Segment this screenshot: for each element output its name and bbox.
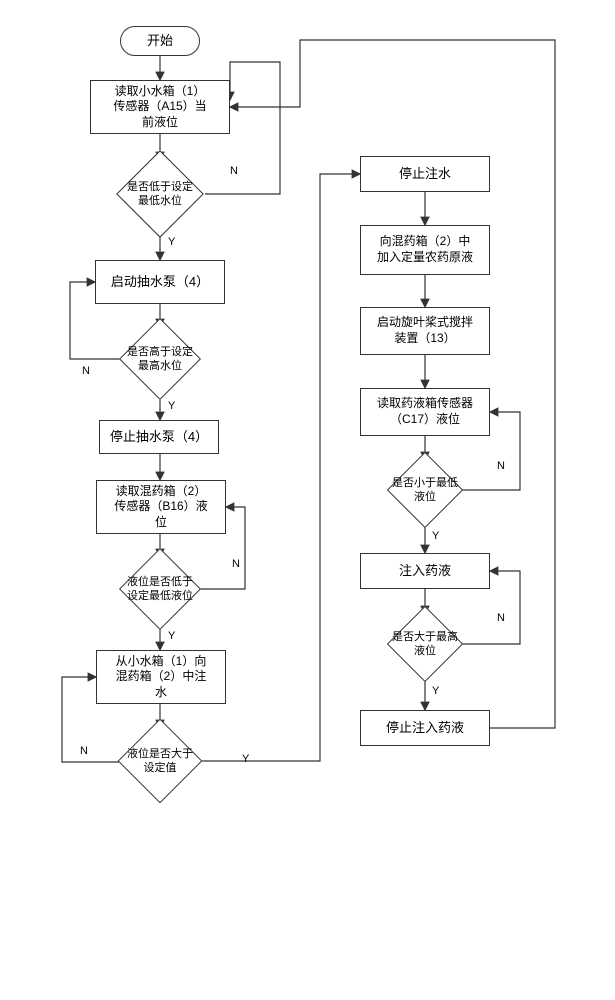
label: Y <box>168 236 175 248</box>
stopInj-loopback <box>230 40 555 728</box>
edge-n1: N <box>230 165 238 177</box>
edge-y1: Y <box>168 236 175 248</box>
label: 停止抽水泵（4） <box>110 429 208 446</box>
label: N <box>497 612 505 624</box>
label: N <box>232 558 240 570</box>
edge-n4: N <box>80 745 88 757</box>
label: 启动抽水泵（4） <box>111 274 209 291</box>
flow-arrows <box>0 0 615 1000</box>
decision-mix-below-min <box>119 548 201 630</box>
label: 读取药液箱传感器（C17）液位 <box>377 396 473 427</box>
edge-n3: N <box>232 558 240 570</box>
label: 启动旋叶桨式搅拌装置（13） <box>377 315 473 346</box>
inject-chemical: 注入药液 <box>360 553 490 589</box>
label: 从小水箱（1）向混药箱（2）中注水 <box>116 654 207 701</box>
decision-chem-below-min <box>387 452 463 528</box>
read-chem-tank-level: 读取药液箱传感器（C17）液位 <box>360 388 490 436</box>
start-stirrer: 启动旋叶桨式搅拌装置（13） <box>360 307 490 355</box>
start-terminator: 开始 <box>120 26 200 56</box>
label: Y <box>168 400 175 412</box>
fill-mix-tank: 从小水箱（1）向混药箱（2）中注水 <box>96 650 226 704</box>
start-label: 开始 <box>147 33 173 50</box>
label: 停止注水 <box>399 166 451 183</box>
label: N <box>230 165 238 177</box>
label: 停止注入药液 <box>386 720 464 737</box>
stop-inject: 停止注入药液 <box>360 710 490 746</box>
decision-above-set <box>118 719 203 804</box>
label: Y <box>432 685 439 697</box>
label: 注入药液 <box>399 563 451 580</box>
edge-n5: N <box>497 460 505 472</box>
stop-water-fill: 停止注水 <box>360 156 490 192</box>
edge-y2: Y <box>168 400 175 412</box>
label: 读取混药箱（2）传感器（B16）液位 <box>114 484 207 531</box>
edge-y5: Y <box>432 530 439 542</box>
stop-pump: 停止抽水泵（4） <box>99 420 219 454</box>
label: Y <box>168 630 175 642</box>
decision-chem-above-max <box>387 606 463 682</box>
label: Y <box>432 530 439 542</box>
label: N <box>80 745 88 757</box>
read-tank1-level: 读取小水箱（1）传感器（A15）当前液位 <box>90 80 230 134</box>
label: 读取小水箱（1）传感器（A15）当前液位 <box>113 84 206 131</box>
label: 向混药箱（2）中加入定量农药原液 <box>377 234 473 265</box>
label: N <box>82 365 90 377</box>
decision-below-min <box>116 150 204 238</box>
edge-y3: Y <box>168 630 175 642</box>
add-chemical: 向混药箱（2）中加入定量农药原液 <box>360 225 490 275</box>
edge-n2: N <box>82 365 90 377</box>
label: N <box>497 460 505 472</box>
start-pump: 启动抽水泵（4） <box>95 260 225 304</box>
label: Y <box>242 753 249 765</box>
read-mix-tank-level: 读取混药箱（2）传感器（B16）液位 <box>96 480 226 534</box>
edge-y6: Y <box>432 685 439 697</box>
edge-y4: Y <box>242 753 249 765</box>
edge-n6: N <box>497 612 505 624</box>
decision-above-max <box>119 318 201 400</box>
